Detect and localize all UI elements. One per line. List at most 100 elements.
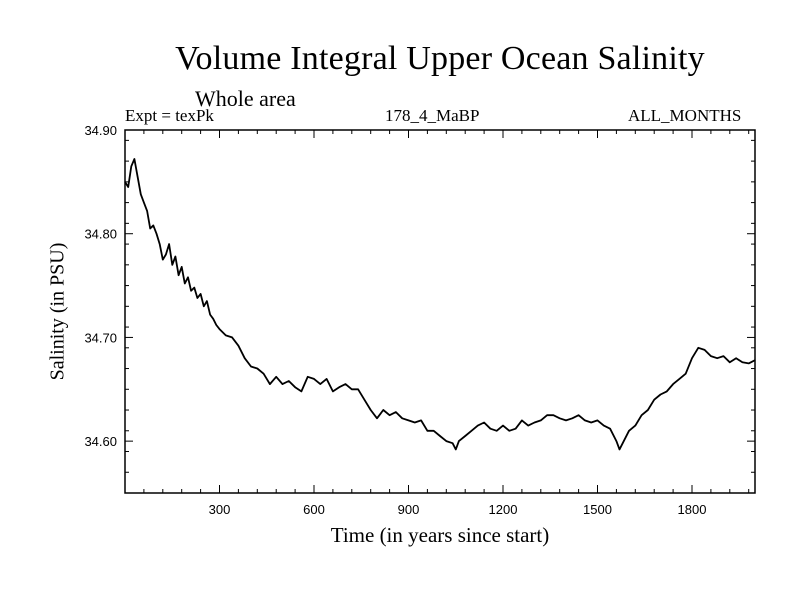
salinity-data-point xyxy=(162,259,164,261)
salinity-data-point xyxy=(200,293,202,295)
salinity-data-point xyxy=(171,264,173,266)
salinity-data-point xyxy=(140,193,142,195)
salinity-data-point xyxy=(483,421,485,424)
salinity-data-point xyxy=(540,419,542,421)
salinity-data-point xyxy=(256,367,258,370)
salinity-data-point xyxy=(666,390,668,392)
salinity-data-point xyxy=(215,324,217,326)
x-tick-label: 1200 xyxy=(489,502,518,517)
salinity-data-point xyxy=(603,425,605,427)
y-tick-label: 34.90 xyxy=(84,123,117,138)
x-tick-label: 1500 xyxy=(583,502,612,517)
y-tick-label: 34.70 xyxy=(84,330,117,345)
experiment-label: Expt = texPk xyxy=(125,106,214,125)
salinity-data-point xyxy=(130,165,132,167)
salinity-data-point xyxy=(735,357,737,359)
salinity-data-point xyxy=(634,425,636,427)
salinity-data-point xyxy=(313,378,315,380)
salinity-data-point xyxy=(716,357,718,359)
salinity-data-point xyxy=(244,357,246,359)
salinity-data-point xyxy=(288,380,290,382)
salinity-data-point xyxy=(165,253,167,256)
salinity-data-point xyxy=(496,430,498,432)
salinity-data-point xyxy=(218,328,221,330)
salinity-data-point xyxy=(124,181,126,183)
salinity-data-point xyxy=(433,430,435,432)
salinity-data-point xyxy=(187,276,189,278)
salinity-data-point xyxy=(455,448,457,450)
salinity-data-point xyxy=(149,227,151,230)
salinity-data-point xyxy=(647,409,649,411)
salinity-data-point xyxy=(458,440,460,442)
salinity-data-point xyxy=(559,417,561,419)
salinity-data-point xyxy=(710,355,712,357)
salinity-data-point xyxy=(133,158,135,160)
salinity-data-point xyxy=(212,318,214,320)
salinity-data-point xyxy=(420,419,422,421)
salinity-data-point xyxy=(622,442,624,444)
plot-frame xyxy=(124,129,756,494)
salinity-data-point xyxy=(678,378,681,380)
salinity-series-line xyxy=(124,158,756,451)
salinity-data-point xyxy=(515,428,517,430)
salinity-data-point xyxy=(618,448,621,450)
x-tick-label: 1800 xyxy=(678,502,707,517)
salinity-data-point xyxy=(143,202,145,204)
salinity-data-point xyxy=(452,442,454,444)
salinity-data-point xyxy=(691,357,693,359)
salinity-data-point xyxy=(407,419,410,421)
salinity-data-point xyxy=(571,417,573,419)
salinity-data-point xyxy=(748,362,750,364)
salinity-data-point xyxy=(641,414,643,416)
salinity-data-point xyxy=(294,386,296,388)
salinity-data-point xyxy=(596,419,599,421)
salinity-data-point xyxy=(578,414,580,416)
salinity-data-point xyxy=(370,409,372,411)
salinity-data-point xyxy=(722,355,725,357)
salinity-data-point xyxy=(307,376,309,378)
salinity-data-point xyxy=(338,386,340,388)
salinity-data-point xyxy=(281,383,284,385)
salinity-data-point xyxy=(190,290,192,292)
salinity-data-point xyxy=(401,417,403,419)
x-tick-label: 600 xyxy=(303,502,325,517)
salinity-data-point xyxy=(615,440,618,442)
salinity-data-point xyxy=(137,176,139,178)
salinity-data-point xyxy=(659,393,662,396)
run-id-label: 178_4_MaBP xyxy=(385,106,480,125)
chart-title: Volume Integral Upper Ocean Salinity xyxy=(175,40,705,77)
salinity-data-point xyxy=(225,334,227,336)
y-axis-label: Salinity (in PSU) xyxy=(46,242,69,381)
salinity-data-point xyxy=(319,383,321,385)
salinity-data-point xyxy=(729,361,731,363)
salinity-data-point xyxy=(527,425,529,427)
salinity-data-point xyxy=(477,425,479,427)
salinity-data-point xyxy=(127,186,129,188)
y-tick-label: 34.60 xyxy=(84,434,117,449)
salinity-data-point xyxy=(672,383,674,385)
salinity-data-point xyxy=(231,336,233,338)
salinity-data-point xyxy=(426,430,428,432)
salinity-data-point xyxy=(300,390,302,392)
x-axis-label: Time (in years since start) xyxy=(330,523,550,547)
salinity-data-point xyxy=(439,435,441,437)
salinity-data-point xyxy=(181,266,183,268)
salinity-data-point xyxy=(237,345,239,347)
salinity-data-point xyxy=(521,419,523,421)
salinity-data-point xyxy=(533,421,536,424)
salinity-data-point xyxy=(445,440,447,442)
salinity-data-point xyxy=(376,417,378,419)
salinity-data-point xyxy=(609,428,611,430)
salinity-data-point xyxy=(332,390,334,392)
salinity-data-point xyxy=(263,373,265,375)
salinity-data-point xyxy=(275,376,277,378)
salinity-data-point xyxy=(754,359,756,361)
salinity-data-point xyxy=(697,347,699,349)
salinity-data-point xyxy=(196,297,198,299)
salinity-data-point xyxy=(389,414,391,416)
chart-subtitle: Whole area xyxy=(195,86,296,111)
salinity-data-point xyxy=(464,435,466,437)
salinity-data-point xyxy=(363,399,365,401)
salinity-data-point xyxy=(685,373,687,375)
